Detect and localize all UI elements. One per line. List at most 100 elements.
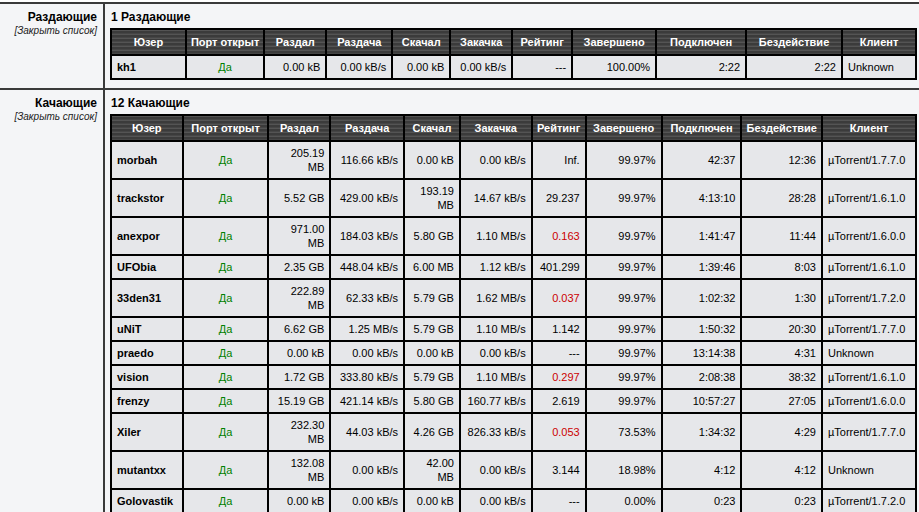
table-row: vision Да 1.72 GB 333.80 kB/s 5.79 GB 1.… (111, 365, 916, 389)
connected-cell: 1:41:47 (662, 217, 742, 255)
leechers-section: Качающие [Закрыть список] 12 Качающие Юз… (0, 90, 919, 512)
ratio-cell: --- (512, 55, 572, 79)
port-open-cell: Да (186, 55, 264, 79)
download-rate-cell: 1.10 MB/s (460, 317, 532, 341)
user-cell: anexpor (111, 217, 183, 255)
column-header: Закачка (460, 115, 532, 141)
column-header: Закачка (450, 29, 512, 55)
ratio-cell: Inf. (532, 141, 586, 179)
connected-cell: 0:23 (662, 489, 742, 512)
ratio-cell: 1.142 (532, 317, 586, 341)
connected-cell: 42:37 (662, 141, 742, 179)
uploaded-cell: 222.89 MB (268, 279, 330, 317)
user-cell: morbah (111, 141, 183, 179)
user-cell: uNiT (111, 317, 183, 341)
leechers-table: ЮзерПорт открытРаздалРаздачаСкачалЗакачк… (110, 114, 917, 512)
client-cell: Unknown (822, 341, 916, 365)
column-header: Подключен (662, 115, 742, 141)
download-rate-cell: 0.00 kB/s (460, 451, 532, 489)
connected-cell: 13:14:38 (662, 341, 742, 365)
column-header: Скачал (392, 29, 450, 55)
completed-cell: 99.97% (586, 255, 662, 279)
ratio-cell: --- (532, 489, 586, 512)
peer-list-page: Раздающие [Закрыть список] 1 Раздающие Ю… (0, 2, 919, 512)
uploaded-cell: 0.00 kB (264, 55, 326, 79)
uploaded-cell: 5.52 GB (268, 179, 330, 217)
port-open-cell: Да (183, 255, 269, 279)
upload-rate-cell: 0.00 kB/s (326, 55, 392, 79)
ratio-cell: 3.144 (532, 451, 586, 489)
connected-cell: 10:57:27 (662, 389, 742, 413)
seeders-sidebar-label: Раздающие (2, 10, 97, 24)
port-open-cell: Да (183, 451, 269, 489)
column-header: Раздал (264, 29, 326, 55)
upload-rate-cell: 44.03 kB/s (330, 413, 404, 451)
connected-cell: 2:08:38 (662, 365, 742, 389)
idle-cell: 28:28 (741, 179, 822, 217)
user-cell: vision (111, 365, 183, 389)
table-row: uNiT Да 6.62 GB 1.25 MB/s 5.79 GB 1.10 M… (111, 317, 916, 341)
ratio-cell: --- (532, 341, 586, 365)
completed-cell: 18.98% (586, 451, 662, 489)
port-open-cell: Да (183, 279, 269, 317)
column-header: Рейтинг (532, 115, 586, 141)
connected-cell: 1:02:32 (662, 279, 742, 317)
connected-cell: 1:50:32 (662, 317, 742, 341)
idle-cell: 20:30 (741, 317, 822, 341)
table-row: mutantxx Да 132.08 MB 0.00 kB/s 42.00 MB… (111, 451, 916, 489)
table-row: morbah Да 205.19 MB 116.66 kB/s 0.00 kB … (111, 141, 916, 179)
port-open-cell: Да (183, 179, 269, 217)
user-cell: Golovastik (111, 489, 183, 512)
idle-cell: 27:05 (741, 389, 822, 413)
completed-cell: 73.53% (586, 413, 662, 451)
connected-cell: 1:34:32 (662, 413, 742, 451)
user-cell: trackstor (111, 179, 183, 217)
client-cell: µTorrent/1.7.2.0 (822, 489, 916, 512)
download-rate-cell: 1.12 kB/s (460, 255, 532, 279)
completed-cell: 99.97% (586, 389, 662, 413)
column-header: Завершено (586, 115, 662, 141)
uploaded-cell: 132.08 MB (268, 451, 330, 489)
user-cell: mutantxx (111, 451, 183, 489)
upload-rate-cell: 429.00 kB/s (330, 179, 404, 217)
port-open-cell: Да (183, 389, 269, 413)
downloaded-cell: 5.80 GB (404, 389, 460, 413)
download-rate-cell: 0.00 kB/s (450, 55, 512, 79)
client-cell: Unknown (842, 55, 916, 79)
completed-cell: 0.00% (586, 489, 662, 512)
download-rate-cell: 1.10 MB/s (460, 365, 532, 389)
seeders-table-body: kh1 Да 0.00 kB 0.00 kB/s 0.00 kB 0.00 kB… (111, 55, 916, 79)
seeders-table-title: 1 Раздающие (111, 10, 917, 24)
leechers-content: 12 Качающие ЮзерПорт открытРаздалРаздача… (105, 90, 919, 512)
downloaded-cell: 4.26 GB (404, 413, 460, 451)
download-rate-cell: 0.00 kB/s (460, 141, 532, 179)
upload-rate-cell: 448.04 kB/s (330, 255, 404, 279)
downloaded-cell: 0.00 kB (392, 55, 450, 79)
table-row: praedo Да 0.00 kB 0.00 kB/s 0.00 kB 0.00… (111, 341, 916, 365)
table-row: anexpor Да 971.00 MB 184.03 kB/s 5.80 GB… (111, 217, 916, 255)
column-header: Юзер (111, 29, 186, 55)
table-row: kh1 Да 0.00 kB 0.00 kB/s 0.00 kB 0.00 kB… (111, 55, 916, 79)
seeders-sidebar: Раздающие [Закрыть список] (0, 4, 105, 88)
column-header: Бездействие (746, 29, 842, 55)
ratio-cell: 2.619 (532, 389, 586, 413)
column-header: Скачал (404, 115, 460, 141)
downloaded-cell: 0.00 kB (404, 141, 460, 179)
user-cell: frenzy (111, 389, 183, 413)
table-row: trackstor Да 5.52 GB 429.00 kB/s 193.19 … (111, 179, 916, 217)
port-open-cell: Да (183, 413, 269, 451)
leechers-table-title: 12 Качающие (111, 96, 917, 110)
uploaded-cell: 0.00 kB (268, 489, 330, 512)
close-list-link[interactable]: [Закрыть список] (2, 111, 97, 122)
upload-rate-cell: 116.66 kB/s (330, 141, 404, 179)
column-header: Рейтинг (512, 29, 572, 55)
user-cell: Xiler (111, 413, 183, 451)
idle-cell: 1:30 (741, 279, 822, 317)
connected-cell: 4:13:10 (662, 179, 742, 217)
user-cell: praedo (111, 341, 183, 365)
uploaded-cell: 1.72 GB (268, 365, 330, 389)
close-list-link[interactable]: [Закрыть список] (2, 25, 97, 36)
uploaded-cell: 0.00 kB (268, 341, 330, 365)
downloaded-cell: 5.79 GB (404, 317, 460, 341)
user-cell: UFObia (111, 255, 183, 279)
